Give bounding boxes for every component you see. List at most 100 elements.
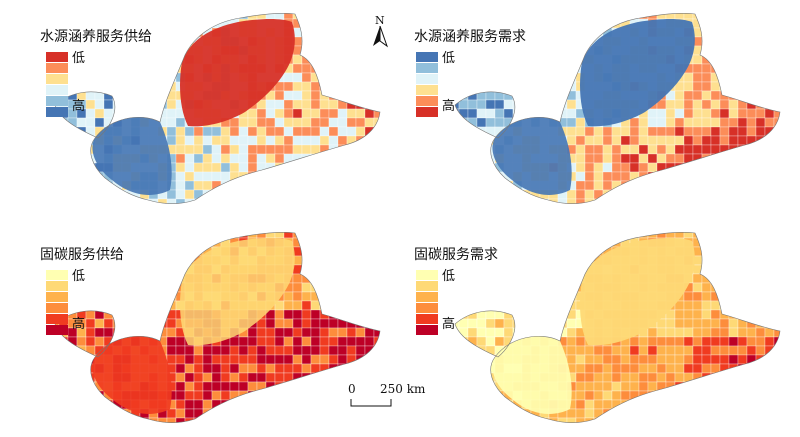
admin-unit <box>121 264 132 275</box>
admin-unit <box>719 72 730 83</box>
admin-unit <box>719 126 730 137</box>
admin-unit <box>248 208 257 217</box>
admin-unit <box>683 336 694 347</box>
admin-unit <box>283 318 294 329</box>
admin-unit <box>148 72 159 83</box>
admin-unit <box>455 282 460 293</box>
admin-unit <box>347 208 356 217</box>
admin-unit <box>458 171 469 182</box>
admin-unit <box>485 54 496 65</box>
admin-unit <box>310 162 321 173</box>
admin-unit <box>611 135 622 146</box>
legend-high-label: 高 <box>442 317 456 332</box>
admin-unit <box>157 318 168 329</box>
admin-unit <box>319 273 330 284</box>
admin-unit <box>319 282 330 293</box>
admin-unit <box>355 126 366 137</box>
admin-unit <box>229 153 240 164</box>
admin-unit <box>656 354 667 365</box>
admin-unit <box>95 427 104 436</box>
admin-unit <box>684 427 693 436</box>
admin-unit <box>130 81 141 92</box>
admin-unit <box>783 364 792 373</box>
admin-unit <box>184 399 195 410</box>
admin-unit <box>274 363 285 374</box>
admin-unit <box>139 309 150 320</box>
admin-unit <box>355 162 366 173</box>
admin-unit <box>747 208 756 217</box>
admin-unit <box>530 72 541 83</box>
admin-unit <box>575 336 586 347</box>
admin-unit <box>629 399 640 410</box>
admin-unit <box>85 198 96 204</box>
admin-unit <box>512 291 523 302</box>
admin-unit <box>238 417 249 423</box>
admin-unit <box>783 274 792 283</box>
admin-unit <box>193 399 204 410</box>
admin-unit <box>539 246 550 257</box>
admin-unit <box>566 135 577 146</box>
admin-unit <box>328 417 339 423</box>
admin-unit <box>647 399 658 410</box>
admin-unit <box>575 363 586 374</box>
admin-unit <box>346 13 357 20</box>
admin-unit <box>284 208 293 217</box>
admin-unit <box>746 171 757 182</box>
admin-unit <box>629 144 640 155</box>
admin-unit <box>130 255 141 266</box>
admin-unit <box>256 171 267 182</box>
admin-unit <box>310 117 321 128</box>
admin-unit <box>58 144 69 155</box>
admin-unit <box>364 408 375 419</box>
admin-unit <box>701 45 712 56</box>
admin-unit <box>85 390 96 401</box>
admin-unit <box>458 363 469 374</box>
panel-carbon-demand: 固碳服务需求 低 高 <box>400 219 800 437</box>
admin-unit <box>319 264 330 275</box>
admin-unit <box>220 232 231 239</box>
admin-unit <box>674 135 685 146</box>
admin-unit <box>710 117 721 128</box>
admin-unit <box>539 90 550 101</box>
admin-unit <box>346 363 357 374</box>
admin-unit <box>76 232 87 239</box>
admin-unit <box>301 399 312 410</box>
admin-unit <box>184 390 195 401</box>
admin-unit <box>148 327 159 338</box>
admin-unit <box>683 345 694 356</box>
admin-unit <box>175 117 186 128</box>
admin-unit <box>301 417 312 423</box>
admin-unit <box>247 117 258 128</box>
admin-unit <box>503 417 514 423</box>
admin-unit <box>265 336 276 347</box>
admin-unit <box>310 390 321 401</box>
ordos-region <box>180 238 295 346</box>
admin-unit <box>701 399 712 410</box>
admin-unit <box>85 291 96 302</box>
admin-unit <box>55 336 60 347</box>
admin-unit <box>55 417 60 423</box>
admin-unit <box>692 363 703 374</box>
admin-unit <box>67 399 78 410</box>
admin-unit <box>783 427 792 436</box>
admin-unit <box>166 45 177 56</box>
admin-unit <box>765 208 774 217</box>
admin-unit <box>746 237 757 248</box>
admin-unit <box>467 72 478 83</box>
admin-unit <box>737 54 748 65</box>
admin-unit <box>103 273 114 284</box>
admin-unit <box>247 162 258 173</box>
admin-unit <box>292 309 303 320</box>
admin-unit <box>139 72 150 83</box>
admin-unit <box>728 318 739 329</box>
admin-unit <box>139 232 150 239</box>
legend-swatch <box>46 85 68 95</box>
admin-unit <box>203 427 212 436</box>
admin-unit <box>355 237 366 248</box>
admin-unit <box>346 246 357 257</box>
admin-unit <box>85 300 96 311</box>
admin-unit <box>256 153 267 164</box>
admin-unit <box>548 232 559 239</box>
admin-unit <box>130 327 141 338</box>
admin-unit <box>458 135 469 146</box>
